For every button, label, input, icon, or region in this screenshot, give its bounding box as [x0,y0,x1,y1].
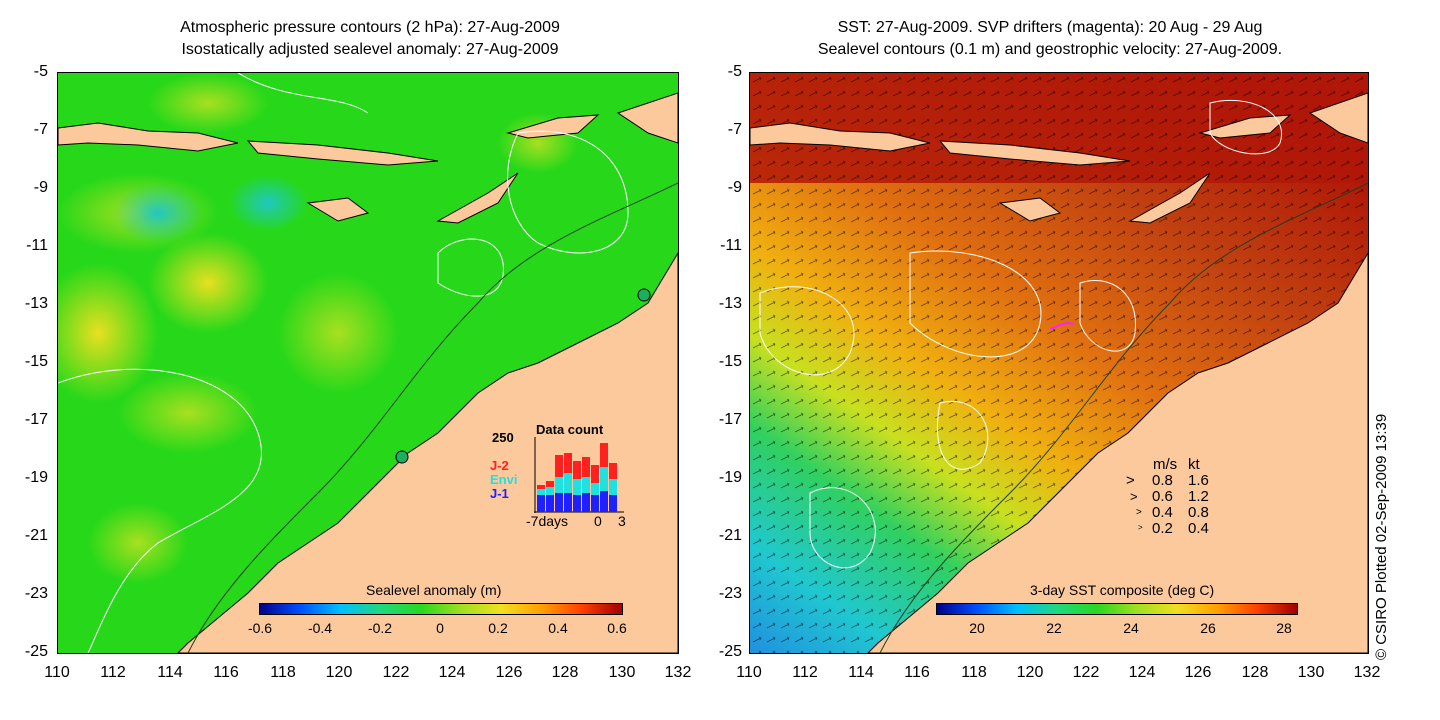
right-y-tick: -19 [718,469,742,486]
right-y-tick: -7 [727,121,742,138]
right-x-tick: 124 [1128,664,1156,681]
left-y-tick: -17 [24,411,48,428]
left-y-tick: -23 [24,585,48,602]
right-y-tick: -9 [727,179,742,196]
right-y-tick: -11 [720,237,742,254]
right-cb-tick: 24 [1123,620,1139,636]
left-y-tick: -5 [33,63,48,80]
right-x-tick: 118 [961,664,987,681]
left-x-tick: 132 [664,664,692,681]
left-x-tick: 112 [100,664,126,681]
datacount-bars [537,443,617,512]
svp-drifter-track [1049,321,1075,330]
left-x-tick: 116 [213,664,239,681]
right-y-tick: -23 [718,585,742,602]
legend-j2: J-2 [490,458,509,473]
right-y-tick: -21 [718,527,742,544]
velocity-legend-ms-3: 0.2 [1152,520,1173,537]
left-cb-tick: -0.4 [307,620,333,636]
right-x-tick: 126 [1184,664,1212,681]
datacount-xlabel-end: 3 [618,513,626,529]
velocity-legend-kt-3: 0.4 [1188,520,1209,537]
left-y-tick: -21 [24,527,48,544]
left-map-plot[interactable] [57,72,679,654]
left-cb-tick: -0.2 [367,620,393,636]
datacount-ymax: 250 [492,430,514,445]
left-x-tick: 126 [495,664,523,681]
left-y-tick: -9 [33,179,48,196]
credit-text: © CSIRO Plotted 02-Sep-2009 13:39 [1373,413,1390,660]
left-y-tick: -19 [24,469,48,486]
velocity-legend-kt-2: 0.8 [1188,504,1209,521]
right-y-tick: -5 [727,63,742,80]
left-cb-tick: 0.2 [488,620,508,636]
right-cb-tick: 20 [969,620,985,636]
right-x-tick: 114 [848,664,874,681]
left-y-tick: -25 [24,643,48,660]
datacount-chart [534,437,624,513]
right-x-tick: 132 [1353,664,1381,681]
right-x-tick: 110 [736,664,762,681]
velocity-legend-ms-1: 0.6 [1152,488,1173,505]
velocity-arrow-icon: > [1126,472,1135,489]
velocity-legend-header-kt: kt [1188,456,1200,473]
legend-j1: J-1 [490,486,509,501]
velocity-legend-kt-0: 1.6 [1188,472,1209,489]
velocity-legend-ms-2: 0.4 [1152,504,1173,521]
left-cb-tick: 0.6 [607,620,627,636]
right-java-land [750,122,931,152]
left-x-tick: 122 [382,664,410,681]
left-cb-tick: 0 [436,620,444,636]
right-cb-tick: 22 [1046,620,1062,636]
left-colorbar [259,603,623,615]
right-australia-land [867,252,1368,653]
velocity-arrow-icon: > [1136,507,1142,518]
right-x-tick: 116 [904,664,930,681]
right-colorbar-label: 3-day SST composite (deg C) [1030,582,1215,598]
right-x-tick: 122 [1072,664,1100,681]
right-cb-tick: 28 [1276,620,1292,636]
left-colorbar-label: Sealevel anomaly (m) [366,582,502,598]
left-x-tick: 118 [270,664,296,681]
left-cb-tick: 0.4 [548,620,568,636]
right-x-tick: 120 [1016,664,1044,681]
left-java-land [58,122,239,152]
left-x-tick: 128 [551,664,579,681]
left-y-tick: -11 [26,237,48,254]
velocity-arrow-icon: > [1130,489,1138,504]
velocity-legend-kt-1: 1.2 [1188,488,1209,505]
left-cb-tick: -0.6 [247,620,273,636]
right-title-line2: Sealevel contours (0.1 m) and geostrophi… [817,41,1283,58]
datacount-xlabel-zero: 0 [594,513,602,529]
right-map-plot[interactable] [749,72,1369,654]
legend-envi: Envi [490,472,518,487]
left-x-tick: 130 [608,664,636,681]
right-y-tick: -17 [718,411,742,428]
velocity-legend-header-ms: m/s [1153,456,1178,473]
right-title-line1: SST: 27-Aug-2009. SVP drifters (magenta)… [837,19,1263,36]
left-y-tick: -15 [24,353,48,370]
left-x-tick: 120 [325,664,353,681]
right-x-tick: 130 [1297,664,1325,681]
left-y-tick: -7 [33,121,48,138]
right-y-tick: -25 [718,643,742,660]
right-cb-tick: 26 [1200,620,1216,636]
left-x-tick: 110 [44,664,70,681]
datacount-title: Data count [536,422,604,437]
right-timor-land [1128,172,1211,224]
velocity-legend-ms-0: 0.8 [1152,472,1173,489]
left-x-tick: 124 [438,664,466,681]
left-title-line1: Atmospheric pressure contours (2 hPa): 2… [180,19,560,36]
left-y-tick: -13 [24,295,48,312]
right-y-tick: -15 [718,353,742,370]
right-colorbar [936,603,1298,615]
left-title-line2: Isostatically adjusted sealevel anomaly:… [181,41,559,58]
datacount-xlabel-start: -7days [526,513,569,529]
velocity-arrow-icon: > [1138,523,1143,532]
right-x-tick: 112 [792,664,818,681]
left-x-tick: 114 [157,664,183,681]
right-x-tick: 128 [1241,664,1269,681]
right-y-tick: -13 [718,295,742,312]
